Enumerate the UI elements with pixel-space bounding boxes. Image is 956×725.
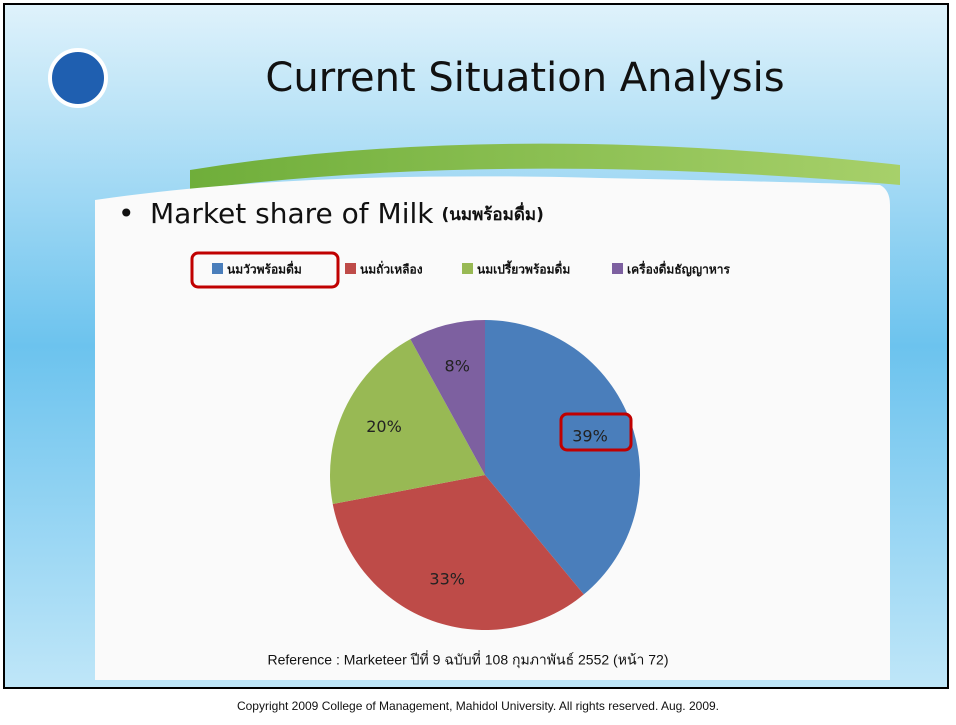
- pie-slice: [485, 320, 640, 595]
- legend-label: นมถั่วเหลือง: [360, 261, 423, 277]
- data-label: 8%: [445, 356, 470, 375]
- legend-swatch: [462, 263, 473, 274]
- copyright: Copyright 2009 College of Management, Ma…: [237, 699, 719, 713]
- bullet-main: Market share of Milk: [150, 197, 434, 230]
- pie-slice: [330, 339, 485, 505]
- pie-slice: [332, 475, 584, 630]
- legend-label: นมวัวพร้อมดื่ม: [227, 261, 302, 277]
- legend-swatch: [612, 263, 623, 274]
- data-label: 39%: [572, 427, 608, 446]
- data-label: 20%: [366, 417, 402, 436]
- legend: นมวัวพร้อมดื่ม นมถั่วเหลือง นมเปรี้ยวพร้อม…: [212, 260, 731, 277]
- grass: [190, 143, 900, 190]
- pie-slice: [410, 320, 485, 475]
- legend-label: นมเปรี้ยวพร้อมดื่ม: [477, 260, 570, 277]
- pie: 39% 33% 20% 8%: [330, 320, 640, 630]
- highlight-box: [190, 251, 340, 289]
- legend-label: เครื่องดื่มธัญญาหาร: [627, 261, 731, 277]
- bullet-note: (นมพร้อมดื่ม): [442, 202, 544, 225]
- logo: [48, 48, 108, 108]
- reference: Reference : Marketeer ปีที่ 9 ฉบับที่ 10…: [267, 651, 668, 669]
- legend-swatch: [345, 263, 356, 274]
- bullet-text: Market share of Milk (นมพร้อมดื่ม): [150, 197, 544, 230]
- data-label: 33%: [429, 570, 465, 589]
- slide-title: Current Situation Analysis: [265, 55, 784, 101]
- bullet-dot: •: [118, 197, 135, 230]
- legend-swatch: [212, 263, 223, 274]
- highlight-box: [559, 412, 633, 452]
